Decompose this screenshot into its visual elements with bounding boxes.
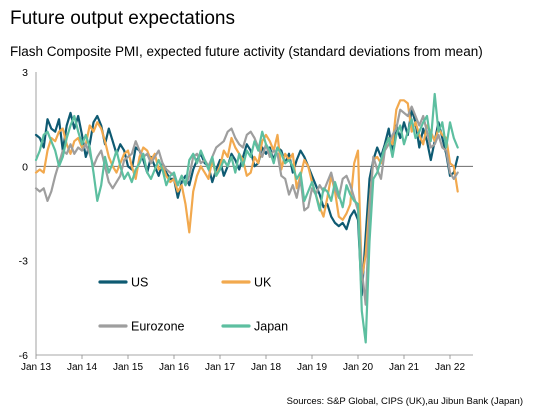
legend-label-japan: Japan — [254, 320, 288, 334]
x-tick-label: Jan 19 — [297, 362, 327, 373]
x-tick-label: Jan 15 — [113, 362, 143, 373]
legend-label-eurozone: Eurozone — [131, 320, 185, 334]
y-tick-label: -3 — [19, 256, 28, 268]
y-tick-label: -6 — [19, 350, 28, 362]
series-line-us — [34, 108, 459, 297]
series-line-japan — [34, 92, 459, 344]
x-tick-label: Jan 17 — [205, 362, 235, 373]
x-tick-label: Jan 20 — [343, 362, 373, 373]
x-tick-label: Jan 22 — [435, 362, 465, 373]
chart-title: Future output expectations — [10, 8, 235, 29]
legend-label-uk: UK — [254, 276, 272, 290]
legend-label-us: US — [131, 276, 148, 290]
source-note: Sources: S&P Global, CIPS (UK),au Jibun … — [286, 396, 523, 407]
y-tick-label: 0 — [22, 161, 28, 173]
y-tick-label: 3 — [22, 67, 28, 79]
series-line-eurozone — [34, 105, 459, 306]
x-tick-label: Jan 14 — [67, 362, 97, 373]
x-tick-label: Jan 13 — [21, 362, 51, 373]
x-tick-label: Jan 18 — [251, 362, 281, 373]
x-tick-label: Jan 21 — [389, 362, 419, 373]
chart-subtitle: Flash Composite PMI, expected future act… — [10, 44, 483, 59]
x-tick-label: Jan 16 — [159, 362, 189, 373]
